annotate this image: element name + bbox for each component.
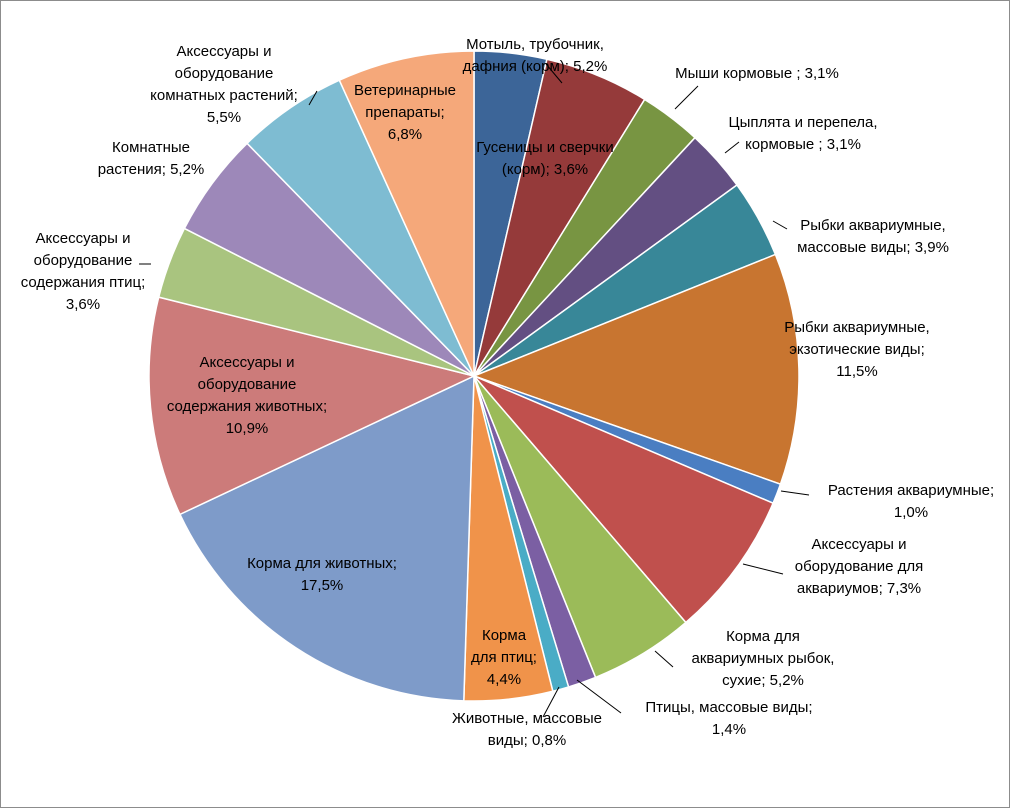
data-label-line: аквариумных рыбок, <box>692 650 835 667</box>
data-label: Корма для животных; 17,5% <box>247 555 397 594</box>
data-label-line: виды; 0,8% <box>488 732 566 749</box>
data-label-line: оборудование <box>198 376 297 393</box>
pie-slice <box>148 296 475 516</box>
leader-line <box>545 63 563 84</box>
leader-line <box>654 650 674 668</box>
data-label: Рыбки аквариумные, экзотические виды; 11,5… <box>784 319 929 380</box>
data-labels: Гусеницы и сверчки (корм); 3,6% Мотыль, тр… <box>21 36 994 749</box>
pie-slice <box>338 50 475 377</box>
leader-line <box>742 563 784 575</box>
data-label-line: кормовые ; 3,1% <box>745 136 861 153</box>
data-label-line: Аксессуары и <box>177 43 272 60</box>
leader-line <box>576 679 622 714</box>
data-label-line: Гусеницы и сверчки <box>476 139 613 156</box>
pie-slices <box>148 50 800 702</box>
data-label-line: Комнатные <box>112 139 190 156</box>
data-label-line: Птицы, массовые виды; <box>645 699 812 716</box>
data-label-line: дафния (корм); 5,2% <box>463 58 608 75</box>
data-label-line: Рыбки аквариумные, <box>784 319 929 336</box>
data-label-line: Мыши кормовые ; 3,1% <box>675 65 839 82</box>
data-label-line: Цыплята и перепела, <box>728 114 877 131</box>
data-label-line: 3,6% <box>66 296 100 313</box>
data-label-line: 5,5% <box>207 109 241 126</box>
data-label: Мыши кормовые ; 3,1% <box>675 65 839 82</box>
data-label: Аксессуары и оборудование для аквариумов; … <box>795 536 924 597</box>
data-label-line: 10,9% <box>226 420 269 437</box>
data-label-line: Ветеринарные <box>354 82 456 99</box>
data-label-line: массовые виды; 3,9% <box>797 239 949 256</box>
data-label-line: оборудование <box>175 65 274 82</box>
data-label: Ветеринарные препараты; 6,8% <box>354 82 456 143</box>
data-label-line: Растения аквариумные; <box>828 482 994 499</box>
data-label-line: сухие; 5,2% <box>722 672 804 689</box>
data-label: Растения аквариумные; 1,0% <box>828 482 994 521</box>
data-label-line: 6,8% <box>388 126 422 143</box>
data-label: Гусеницы и сверчки (корм); 3,6% <box>476 139 613 178</box>
leader-line <box>772 220 788 230</box>
data-label-line: Животные, массовые <box>452 710 602 727</box>
data-label-line: Корма для животных; <box>247 555 397 572</box>
data-label-line: растения; 5,2% <box>98 161 205 178</box>
data-label: Аксессуары и оборудование содержания птиц;… <box>21 230 146 313</box>
data-label-line: Рыбки аквариумные, <box>800 217 945 234</box>
data-label-line: содержания животных; <box>167 398 327 415</box>
data-label-line: (корм); 3,6% <box>502 161 588 178</box>
data-label-line: 17,5% <box>301 577 344 594</box>
data-label-line: комнатных растений; <box>150 87 298 104</box>
data-label-line: для птиц; <box>471 649 537 666</box>
data-label-line: Корма для <box>726 628 800 645</box>
leader-line <box>780 490 810 496</box>
leader-line <box>724 141 740 154</box>
data-label-line: 4,4% <box>487 671 521 688</box>
data-label-line: препараты; <box>365 104 444 121</box>
pie-slice <box>179 375 475 702</box>
data-label: Мотыль, трубочник, дафния (корм); 5,2% <box>463 36 608 75</box>
leader-line <box>308 90 318 106</box>
data-label: Аксессуары и оборудование комнатных растен… <box>150 43 298 126</box>
data-label-line: аквариумов; 7,3% <box>797 580 921 597</box>
leader-line <box>542 686 560 718</box>
data-label-line: оборудование для <box>795 558 924 575</box>
data-label-line: 1,0% <box>894 504 928 521</box>
data-label-line: Мотыль, трубочник, <box>466 36 604 53</box>
data-label: Аксессуары и оборудование содержания живот… <box>167 354 327 437</box>
data-label-line: 11,5% <box>836 363 877 380</box>
data-label-line: содержания птиц; <box>21 274 146 291</box>
data-label-line: экзотические виды; <box>789 341 925 358</box>
leader-line <box>674 85 699 110</box>
data-label: Корма для птиц; 4,4% <box>471 627 537 688</box>
pie-slice <box>473 375 774 624</box>
data-label: Цыплята и перепела, кормовые ; 3,1% <box>728 114 877 153</box>
data-label-line: оборудование <box>34 252 133 269</box>
data-label: Комнатные растения; 5,2% <box>98 139 205 178</box>
pie-slice <box>473 253 800 485</box>
data-label-line: Аксессуары и <box>812 536 907 553</box>
data-label-line: 1,4% <box>712 721 746 738</box>
data-label: Корма для аквариумных рыбок, сухие; 5,2% <box>692 628 835 689</box>
data-label: Животные, массовые виды; 0,8% <box>452 710 602 749</box>
data-label-line: Корма <box>482 627 527 644</box>
data-label-line: Аксессуары и <box>36 230 131 247</box>
data-label-line: Аксессуары и <box>200 354 295 371</box>
data-label: Рыбки аквариумные, массовые виды; 3,9% <box>797 217 949 256</box>
data-label: Птицы, массовые виды; 1,4% <box>645 699 812 738</box>
leader-lines <box>139 63 810 718</box>
